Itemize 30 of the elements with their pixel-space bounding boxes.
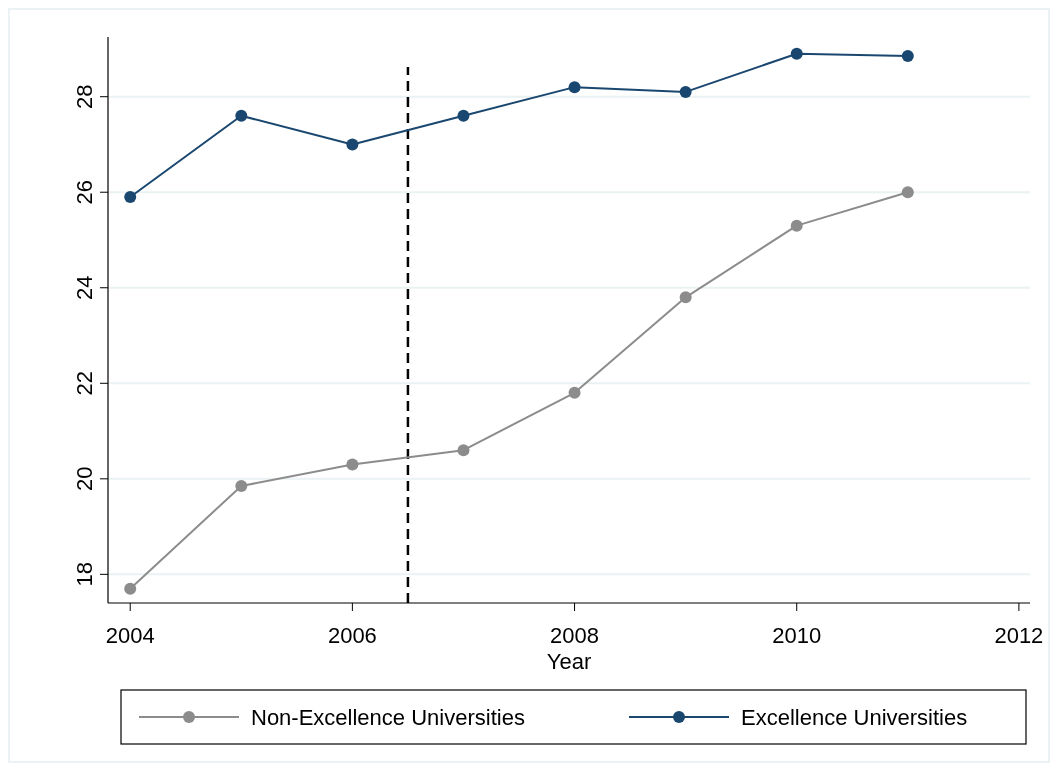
point — [235, 109, 248, 122]
point — [679, 291, 692, 304]
point — [124, 191, 137, 204]
y-tick-label: 18 — [72, 562, 97, 587]
y-tick-label: 20 — [72, 466, 97, 492]
y-tick-label: 28 — [72, 84, 97, 109]
point — [679, 85, 692, 98]
point — [235, 479, 248, 492]
point — [790, 47, 803, 60]
y-tick-label: 22 — [72, 371, 97, 396]
point — [346, 138, 359, 151]
point — [901, 50, 914, 63]
point — [568, 386, 581, 399]
point — [568, 81, 581, 94]
x-tick-label: 2008 — [550, 623, 600, 648]
legend-label: Excellence Universities — [741, 705, 968, 730]
x-axis-title: Year — [546, 649, 592, 674]
y-tick-label: 24 — [72, 275, 97, 300]
point — [901, 186, 914, 199]
point — [457, 444, 470, 457]
point — [124, 582, 137, 595]
x-tick-label: 2012 — [994, 623, 1044, 648]
y-tick-label: 26 — [72, 179, 97, 205]
x-tick-label: 2006 — [327, 623, 377, 648]
point — [346, 458, 359, 471]
legend-label: Non-Excellence Universities — [251, 705, 525, 730]
point — [790, 219, 803, 232]
point — [457, 109, 470, 122]
x-tick-label: 2010 — [772, 623, 822, 648]
x-tick-label: 2004 — [105, 623, 155, 648]
